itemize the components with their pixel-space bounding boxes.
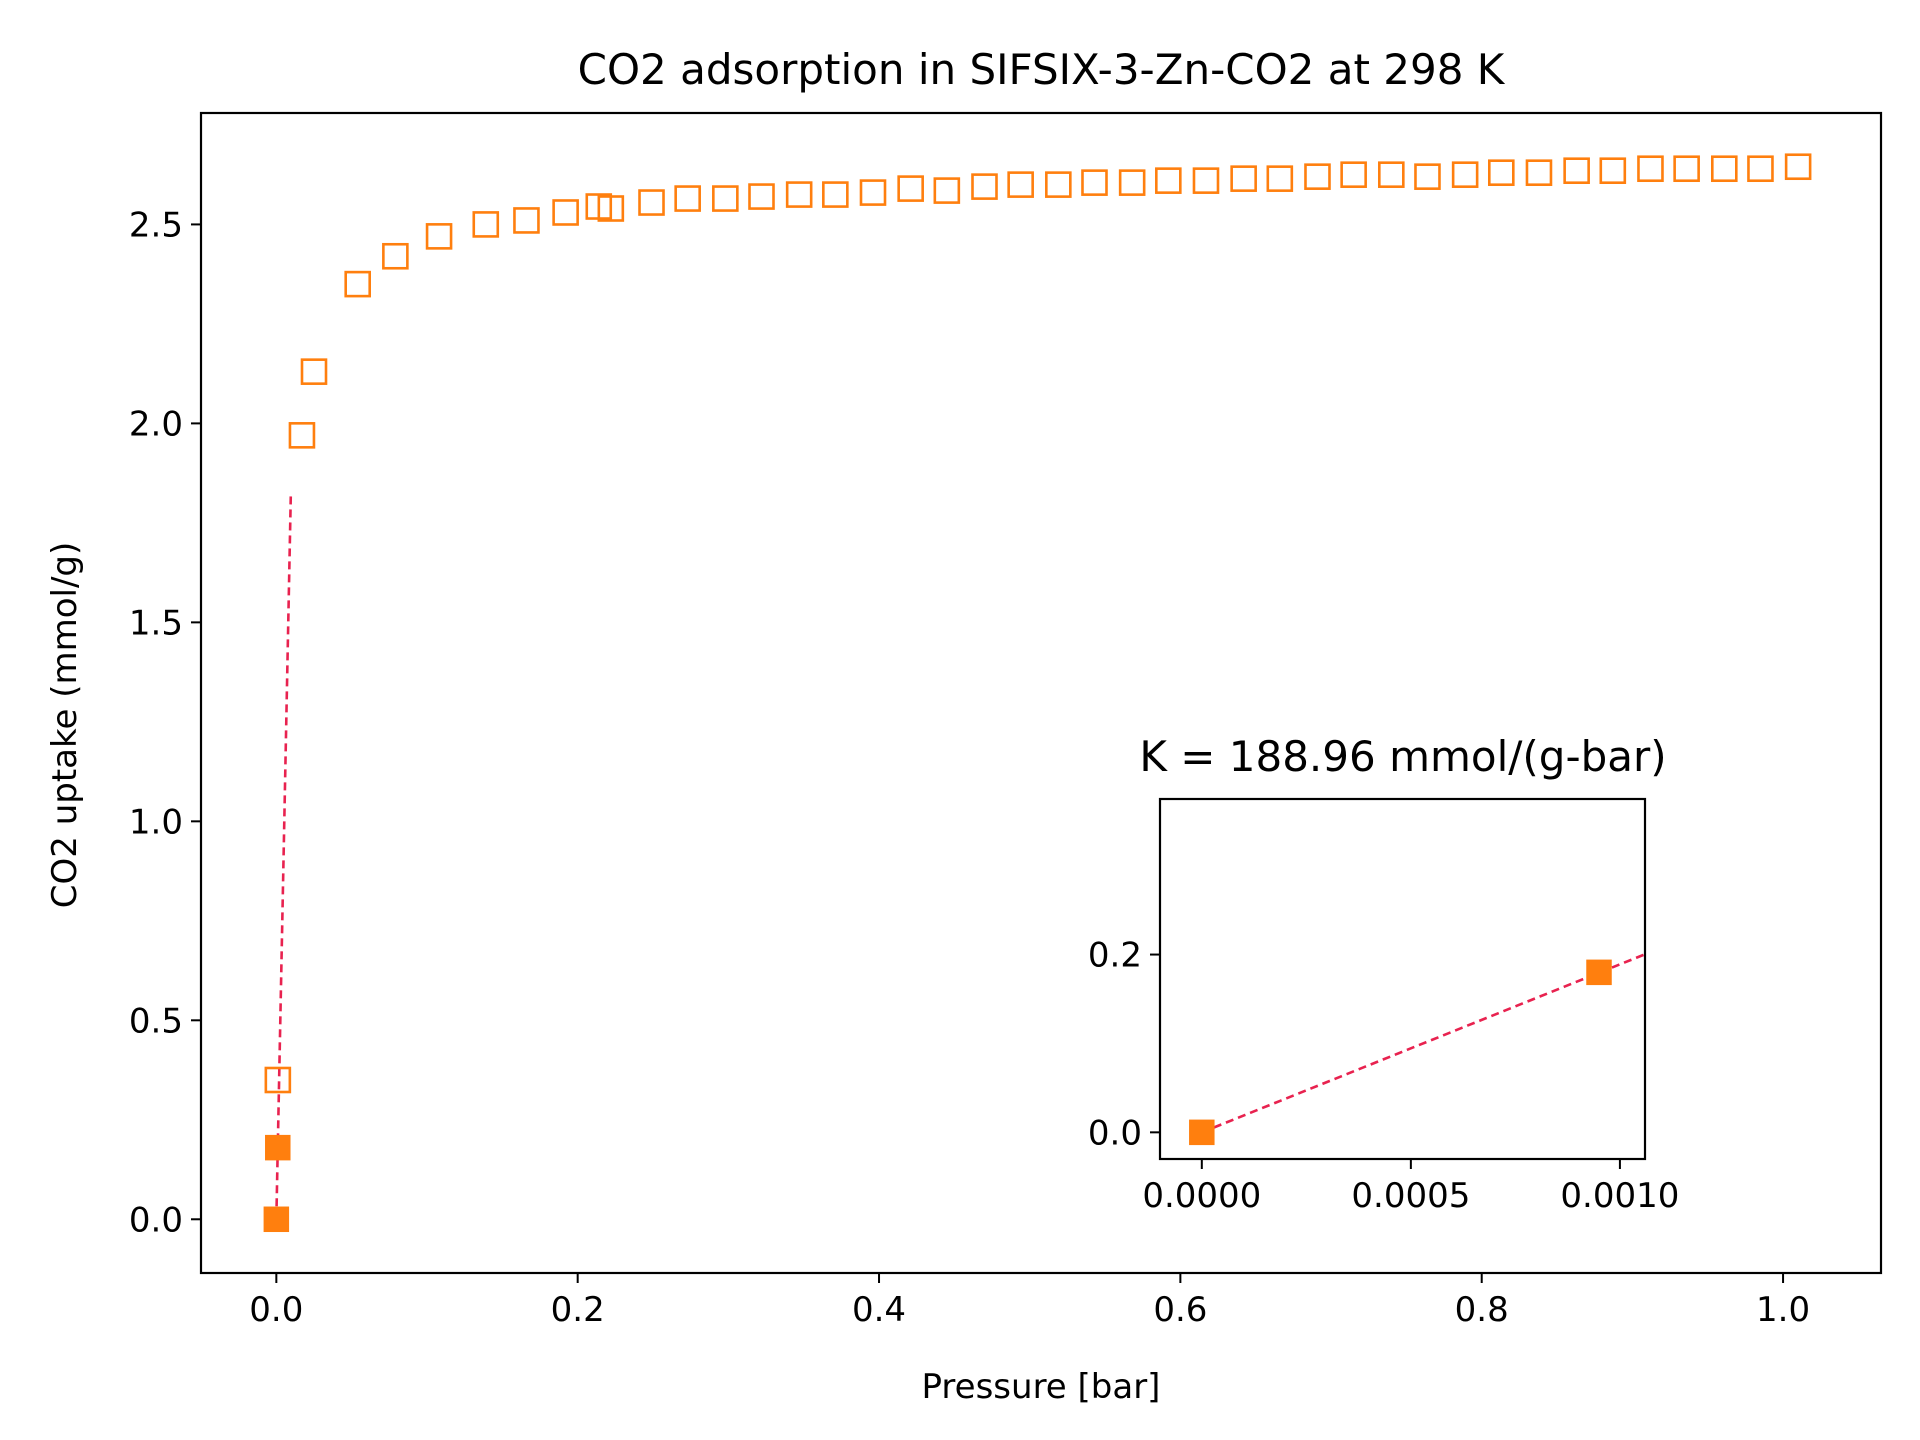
x-axis-label: Pressure [bar] [922,1367,1161,1407]
main-filled-marker [263,1206,290,1233]
main-hollow-marker [1525,159,1553,186]
main-hollow-marker [344,270,371,298]
main-x-tick-label: 0.0 [249,1290,303,1330]
main-hollow-marker [822,181,849,208]
chart-title: CO2 adsorption in SIFSIX-3-Zn-CO2 at 298… [578,45,1506,94]
main-hollow-marker [897,175,924,202]
main-y-tick-label: 0.0 [129,1200,183,1240]
main-axes-frame [199,111,1883,1275]
main-hollow-marker [1784,153,1812,181]
main-x-tick-label: 0.2 [551,1290,605,1330]
main-hollow-marker [1118,169,1146,196]
main-hollow-marker [1045,171,1072,198]
main-hollow-marker [1599,157,1627,185]
main-y-tick-label: 1.5 [129,603,183,643]
main-y-tick-label: 0.5 [129,1001,183,1041]
main-filled-marker [265,1134,291,1161]
inset-y-tick-label: 0.0 [1088,1113,1142,1153]
main-hollow-marker [597,195,625,222]
main-hollow-marker [1563,157,1590,185]
inset-axes-frame [1158,797,1647,1161]
main-x-tick-label: 0.4 [852,1290,906,1330]
main-hollow-marker [1007,171,1034,198]
main-hollow-marker [1304,163,1331,190]
main-hollow-marker [1230,165,1257,192]
main-hollow-marker [1488,159,1515,186]
inset-filled-marker [1586,959,1612,986]
main-y-tick-label: 2.0 [129,404,183,444]
inset-x-tick-label: 0.0010 [1560,1176,1679,1216]
main-hollow-marker [674,185,701,212]
main-x-tick-label: 1.0 [1756,1290,1810,1330]
main-fit-line [275,494,293,1220]
main-hollow-marker [971,173,998,200]
main-hollow-marker [425,223,453,250]
inset-plot-area: 0.0000 0.0005 0.0010 0.0 0.2 [1088,797,1679,1216]
inset-fit-line [1201,953,1645,1134]
main-x-tick-label: 0.6 [1153,1290,1207,1330]
main-hollow-marker [1414,163,1441,190]
main-hollow-marker [1155,167,1182,194]
main-plot-area: 0.0 0.2 0.4 0.6 0.8 1.0 0.0 0.5 1.0 1.5 2.0 2.5 [129,111,1883,1330]
main-hollow-marker [1711,155,1738,183]
main-hollow-marker [1637,155,1664,183]
main-hollow-marker [748,183,775,210]
main-hollow-marker [859,179,887,206]
y-axis-label: CO2 uptake (mmol/g) [45,542,85,909]
inset-y-tick-label: 0.2 [1088,936,1142,976]
main-hollow-marker [472,211,500,238]
main-hollow-marker [288,422,316,449]
inset-title: K = 188.96 mmol/(g-bar) [1139,732,1666,781]
main-data-layer [263,153,1812,1233]
main-hollow-marker [1192,167,1220,194]
main-hollow-marker [264,1066,292,1094]
main-hollow-marker [513,207,540,234]
main-hollow-marker [1266,165,1294,192]
main-hollow-marker [1081,169,1108,196]
inset-filled-marker [1189,1119,1215,1146]
main-hollow-marker [382,242,409,270]
main-x-tick-label: 0.8 [1455,1290,1509,1330]
main-hollow-marker [1378,161,1405,188]
main-hollow-marker [1747,155,1774,183]
main-hollow-marker [785,181,813,208]
main-y-tick-label: 1.0 [129,802,183,842]
main-hollow-marker [300,358,328,385]
inset-x-tick-label: 0.0005 [1351,1176,1470,1216]
inset-x-tick-label: 0.0000 [1142,1176,1261,1216]
inset-data-layer [1189,953,1645,1146]
main-hollow-marker [933,177,961,204]
main-hollow-marker [638,189,665,216]
main-hollow-marker [1451,161,1479,188]
main-hollow-marker [552,199,579,226]
main-hollow-marker [1340,161,1367,188]
main-y-tick-label: 2.5 [129,205,183,245]
main-hollow-marker [712,185,739,212]
main-hollow-marker [1673,155,1700,183]
